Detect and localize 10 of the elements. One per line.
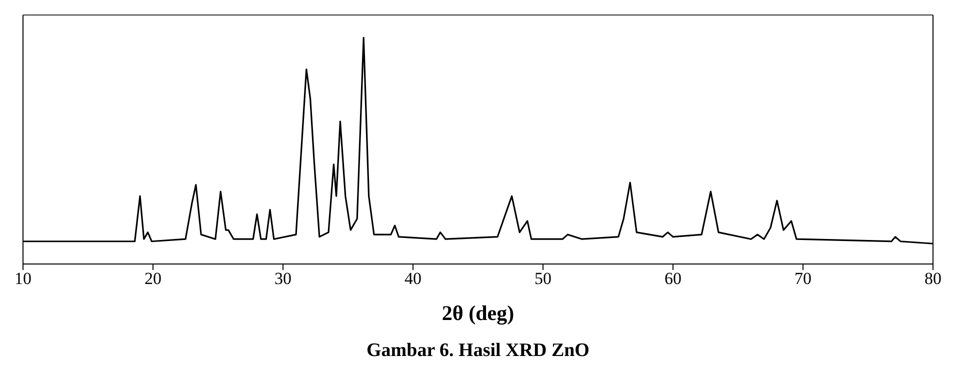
x-tick-label: 20: [144, 269, 162, 288]
x-tick-label: 30: [274, 269, 292, 288]
x-tick-label: 80: [924, 269, 942, 288]
x-tick-label: 10: [14, 269, 32, 288]
x-axis-title: 2θ (deg): [442, 301, 514, 325]
x-tick-label: 60: [664, 269, 682, 288]
x-tick-label: 70: [794, 269, 812, 288]
x-tick-label: 50: [534, 269, 552, 288]
x-tick-label: 40: [404, 269, 422, 288]
text: Gambar 6. Hasil XRD ZnO: [366, 340, 590, 362]
